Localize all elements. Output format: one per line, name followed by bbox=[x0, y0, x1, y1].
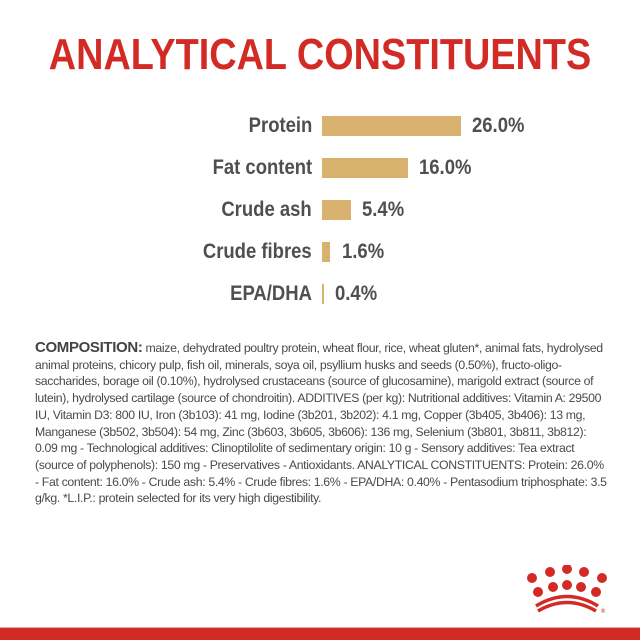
footer-bar bbox=[0, 628, 640, 640]
bar-crude-ash bbox=[322, 200, 351, 220]
row-value: 26.0% bbox=[472, 114, 525, 137]
chart-row-protein: Protein 26.0% bbox=[0, 112, 640, 140]
bar-fat-content bbox=[322, 158, 408, 178]
row-label: Crude ash bbox=[221, 198, 312, 221]
row-label: Fat content bbox=[212, 156, 312, 179]
row-value: 5.4% bbox=[362, 198, 405, 221]
chart-row-crude-ash: Crude ash 5.4% bbox=[0, 196, 640, 224]
chart-row-epa-dha: EPA/DHA 0.4% bbox=[0, 280, 640, 308]
footer-divider bbox=[0, 627, 640, 628]
svg-text:®: ® bbox=[600, 608, 606, 615]
row-label: Protein bbox=[248, 114, 312, 137]
composition-body: maize, dehydrated poultry protein, wheat… bbox=[35, 341, 607, 506]
bar-epa-dha bbox=[322, 284, 324, 304]
page-title: ANALYTICAL CONSTITUENTS bbox=[48, 30, 592, 79]
bar-crude-fibres bbox=[322, 242, 330, 262]
bar-protein bbox=[322, 116, 461, 136]
row-value: 0.4% bbox=[335, 282, 378, 305]
royal-canin-crown-icon: ® bbox=[522, 564, 612, 615]
row-label: Crude fibres bbox=[203, 240, 312, 263]
row-value: 1.6% bbox=[342, 240, 385, 263]
composition-heading: COMPOSITION: bbox=[35, 339, 143, 356]
composition-text: COMPOSITION: maize, dehydrated poultry p… bbox=[35, 339, 607, 507]
chart-row-crude-fibres: Crude fibres 1.6% bbox=[0, 238, 640, 266]
row-label: EPA/DHA bbox=[230, 282, 312, 305]
row-value: 16.0% bbox=[419, 156, 472, 179]
chart-row-fat-content: Fat content 16.0% bbox=[0, 154, 640, 182]
